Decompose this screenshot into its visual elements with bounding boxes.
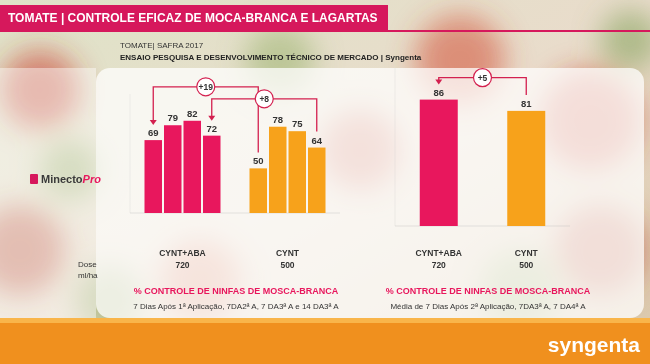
group-dose: 720 <box>175 260 189 270</box>
header-source: ENSAIO PESQUISA E DESENVOLVIMENTO TÉCNIC… <box>120 53 422 62</box>
bars <box>145 121 326 213</box>
product-name: Minecto <box>41 173 83 185</box>
photo-blur <box>0 10 650 335</box>
product-logo: MinectoPro <box>41 173 101 185</box>
data-label: 86 <box>433 87 444 98</box>
chart-subtitle: Média de 7 Dias Após 2ª Aplicação, 7DA3ª… <box>390 302 586 311</box>
bar <box>145 140 163 213</box>
data-label: 81 <box>521 98 532 109</box>
header-bar <box>0 5 388 30</box>
bar <box>308 148 326 213</box>
brand: syngenta <box>548 333 641 356</box>
value-axis <box>395 68 396 226</box>
data-label: 78 <box>272 114 283 125</box>
comparison-text: +5 <box>478 73 488 83</box>
panel <box>96 68 644 318</box>
data-label: 82 <box>187 108 198 119</box>
chart-title: % CONTROLE DE NINFAS DE MOSCA-BRANCA <box>134 286 339 296</box>
logo-icon <box>30 174 38 184</box>
background <box>0 0 650 364</box>
header-subtitle: TOMATE| SAFRA 2017 <box>120 41 204 50</box>
product-suffix: Pro <box>83 173 102 185</box>
slide: TOMATE | CONTROLE EFICAZ DE MOCA-BRANCA … <box>0 0 650 364</box>
comparison-badge <box>197 78 215 96</box>
category-label: CYNT <box>515 248 539 258</box>
comparison-line <box>153 87 258 153</box>
data-label: 79 <box>167 112 178 123</box>
chart-title: % CONTROLE DE NINFAS DE MOSCA-BRANCA <box>386 286 591 296</box>
chart-subtitle: 7 Dias Após 1ª Aplicação, 7DA2ª A, 7 DA3… <box>133 302 339 311</box>
bar <box>269 127 287 213</box>
data-label: 72 <box>206 123 217 134</box>
data-label: 64 <box>311 135 322 146</box>
group-label: CYNT+ABA <box>159 248 206 258</box>
comparison-text: +8 <box>259 94 269 104</box>
labels: 69 79 82 72 CYNT+ABA 720 50 78 75 64 CYNT 500 <box>148 108 323 270</box>
annotations: +19 +8 <box>150 78 317 153</box>
bar <box>507 111 545 226</box>
footer-band <box>0 323 650 364</box>
category-dose: 720 <box>432 260 446 270</box>
labels: 86 CYNT+ABA 720 81 CYNT 500 <box>415 87 538 270</box>
comparison-arrow <box>208 116 215 121</box>
comparison-text: +19 <box>199 82 214 92</box>
comparison-badge <box>255 90 273 108</box>
group-dose: 500 <box>280 260 294 270</box>
footer-stripe <box>0 318 650 323</box>
group-label: CYNT <box>276 248 300 258</box>
dose-unit: ml/ha <box>78 271 98 280</box>
comparison-arrow <box>435 80 442 85</box>
comparison-badge <box>474 69 492 87</box>
comparison-arrow <box>150 120 157 125</box>
bars <box>420 100 546 226</box>
bar <box>203 136 221 213</box>
bar <box>184 121 202 213</box>
bar <box>420 100 458 226</box>
bar <box>289 131 307 213</box>
chart: 86 CYNT+ABA 720 81 CYNT 500 +5 % CONTROLE DE NI… <box>386 68 591 311</box>
photo-spot <box>600 10 650 70</box>
data-label: 75 <box>292 118 303 129</box>
chart: 69 79 82 72 CYNT+ABA 720 50 78 75 64 CYNT 500 +19 +8%… <box>130 78 340 311</box>
dose-label: Dose <box>78 260 97 269</box>
category-label: CYNT+ABA <box>415 248 462 258</box>
header-title: TOMATE | CONTROLE EFICAZ DE MOCA-BRANCA … <box>8 11 378 25</box>
bar <box>164 125 182 213</box>
category-dose: 500 <box>519 260 533 270</box>
bar <box>250 168 268 213</box>
value-axis <box>130 94 131 213</box>
panel-left <box>0 68 96 318</box>
header-rule <box>0 30 650 32</box>
data-label: 69 <box>148 127 159 138</box>
annotations: +5 <box>435 69 526 95</box>
data-label: 50 <box>253 155 264 166</box>
